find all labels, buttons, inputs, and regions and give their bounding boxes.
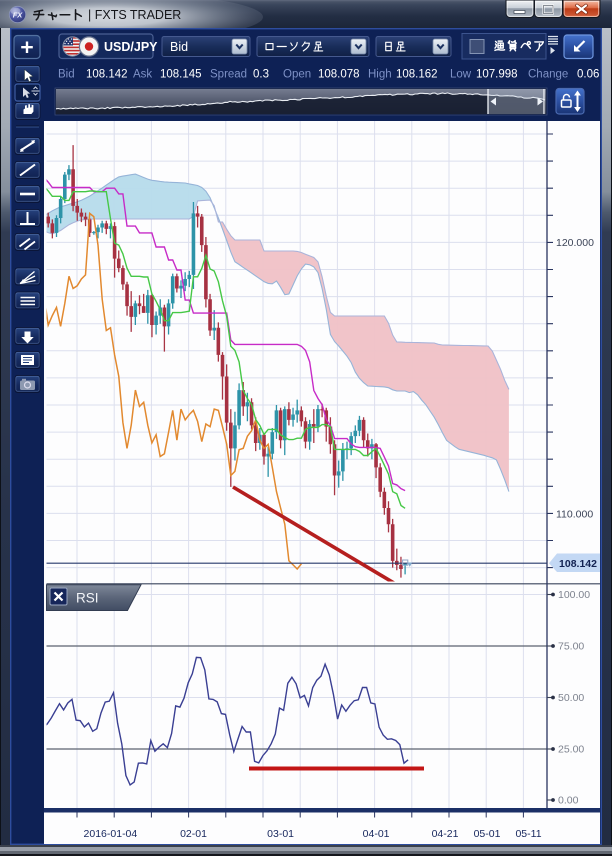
svg-text:Bid: Bid — [170, 40, 188, 54]
svg-text:0.06: 0.06 — [577, 69, 599, 81]
svg-text:Ask: Ask — [133, 69, 152, 81]
svg-text:High: High — [368, 69, 392, 81]
svg-text:50.00: 50.00 — [558, 692, 584, 704]
svg-text:75.00: 75.00 — [558, 641, 584, 653]
svg-text:Bid: Bid — [58, 69, 75, 81]
svg-text:03-01: 03-01 — [267, 828, 294, 840]
svg-text:108.162: 108.162 — [396, 69, 438, 81]
svg-text:Open: Open — [283, 69, 311, 81]
svg-text:0.3: 0.3 — [253, 69, 269, 81]
svg-text:108.145: 108.145 — [160, 69, 202, 81]
svg-text:108.142: 108.142 — [559, 558, 597, 570]
svg-text:Change: Change — [528, 69, 568, 81]
svg-text:02-01: 02-01 — [180, 828, 207, 840]
svg-text:RSI: RSI — [76, 591, 99, 606]
svg-text:110.000: 110.000 — [556, 508, 593, 520]
svg-text:107.998: 107.998 — [476, 69, 518, 81]
svg-text:100.00: 100.00 — [558, 589, 590, 601]
svg-text:108.078: 108.078 — [318, 69, 360, 81]
svg-text:USD/JPY: USD/JPY — [104, 40, 158, 54]
svg-text:04-01: 04-01 — [363, 828, 390, 840]
svg-text:FX: FX — [13, 11, 24, 20]
svg-text:05-01: 05-01 — [474, 828, 501, 840]
svg-text:Low: Low — [450, 69, 472, 81]
svg-text:0.00: 0.00 — [558, 795, 579, 807]
svg-text:04-21: 04-21 — [432, 828, 459, 840]
svg-text:| FXTS TRADER: | FXTS TRADER — [88, 8, 181, 22]
svg-text:2016-01-04: 2016-01-04 — [84, 828, 138, 840]
svg-text:25.00: 25.00 — [558, 744, 584, 756]
svg-text:108.142: 108.142 — [86, 69, 128, 81]
svg-text:05-11: 05-11 — [515, 828, 541, 840]
svg-text:Spread: Spread — [210, 69, 247, 81]
svg-text:120.000: 120.000 — [556, 237, 594, 249]
